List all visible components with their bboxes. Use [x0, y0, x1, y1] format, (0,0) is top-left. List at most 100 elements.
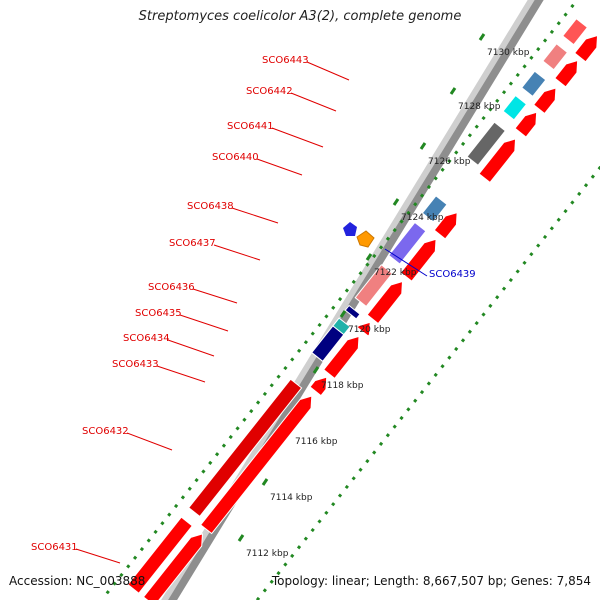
cog-bar[interactable]	[521, 70, 547, 98]
cog-bar[interactable]	[332, 317, 351, 336]
gene-arrow[interactable]	[554, 59, 579, 88]
gene-arrow[interactable]	[573, 34, 599, 63]
gene-arrow[interactable]	[356, 321, 371, 337]
outer-ruler-dot	[570, 200, 575, 205]
inner-ruler-dot	[413, 202, 418, 207]
gene-label[interactable]: SCO6437	[169, 238, 216, 249]
inner-ruler-dot	[187, 486, 192, 491]
inner-ruler-dot	[242, 417, 247, 422]
gene-arrow[interactable]	[478, 138, 517, 184]
ruler-major-tick	[365, 253, 373, 261]
outer-ruler-dot	[542, 234, 548, 240]
inner-ruler-dot	[331, 305, 336, 310]
ruler-label: 7118 kbp	[321, 381, 364, 391]
gene-label-leader	[192, 288, 238, 304]
ruler-major-tick	[449, 87, 457, 95]
cog-bar[interactable]	[502, 94, 528, 121]
inner-ruler-dot	[563, 12, 568, 17]
gene-arrow[interactable]	[514, 111, 538, 138]
outer-ruler-dot	[419, 390, 425, 395]
cog-bar[interactable]	[188, 378, 303, 518]
outer-ruler-dot	[317, 519, 322, 524]
ruler-label: 7114 kbp	[270, 493, 313, 503]
inner-ruler-dot	[467, 133, 473, 138]
gene-label[interactable]: SCO6433	[112, 359, 159, 370]
gene-label[interactable]: SCO6443	[262, 55, 309, 66]
gene-label[interactable]: SCO6432	[82, 426, 129, 437]
outer-ruler-dot	[310, 527, 315, 533]
gene-arrow[interactable]	[142, 533, 203, 600]
cog-bar[interactable]	[466, 121, 507, 167]
inner-ruler-dot	[365, 262, 370, 267]
gene-label-leader	[271, 127, 324, 148]
gene-arrow[interactable]	[433, 211, 458, 240]
gene-arrow[interactable]	[532, 87, 557, 115]
cog-bar-reverse[interactable]	[356, 230, 375, 248]
outer-ruler-dot	[447, 355, 452, 360]
inner-ruler-dot	[392, 228, 397, 233]
cog-bar[interactable]	[542, 43, 569, 71]
gene-arrow[interactable]	[309, 376, 328, 397]
outer-ruler-dot	[269, 579, 274, 584]
gene-label[interactable]: SCO6440	[212, 152, 259, 163]
gene-arrow[interactable]	[199, 395, 313, 535]
inner-ruler-dot	[385, 236, 391, 241]
inner-ruler-dot	[481, 115, 486, 121]
inner-ruler-dot	[146, 538, 151, 543]
gene-label[interactable]: SCO6436	[148, 282, 195, 293]
gene-label[interactable]: SCO6438	[187, 201, 234, 212]
inner-ruler-dot	[173, 503, 179, 509]
outer-ruler-dot	[290, 553, 295, 559]
inner-ruler-dot	[474, 124, 479, 129]
inner-ruler-dot	[426, 184, 432, 190]
outer-ruler-dot	[365, 458, 370, 464]
cog-bar[interactable]	[354, 264, 393, 308]
gene-label[interactable]: SCO6439	[429, 269, 476, 280]
ruler-label: 7112 kbp	[246, 549, 289, 559]
outer-ruler-dot	[262, 588, 267, 593]
inner-ruler-dot	[556, 21, 561, 26]
inner-ruler-dot	[317, 322, 322, 328]
gene-label-leader	[231, 207, 279, 224]
ruler-label: 7130 kbp	[487, 48, 530, 58]
accession-text: Accession: NC_003888	[9, 574, 146, 588]
ruler-label: 7122 kbp	[374, 268, 417, 278]
ruler-major-tick	[478, 33, 486, 41]
cog-bar[interactable]	[421, 195, 448, 223]
inner-ruler-dot	[488, 107, 493, 112]
gene-arrow[interactable]	[400, 238, 437, 282]
gene-arrow-reverse[interactable]	[343, 222, 357, 236]
cog-bar[interactable]	[562, 17, 589, 46]
outer-ruler-dot	[276, 571, 281, 576]
inner-ruler-dot	[126, 564, 131, 569]
outer-ruler-dot	[467, 329, 472, 334]
gene-label-leader	[179, 314, 229, 332]
inner-ruler-dot	[344, 288, 350, 293]
inner-ruler-dot	[522, 64, 527, 69]
gene-label[interactable]: SCO6435	[135, 308, 182, 319]
outer-ruler-dot	[515, 269, 520, 274]
gene-label[interactable]: SCO6431	[31, 542, 78, 553]
outer-ruler-dot	[460, 338, 466, 343]
inner-ruler-dot	[160, 521, 165, 526]
cog-bar[interactable]	[344, 304, 361, 320]
gene-arrow[interactable]	[366, 280, 404, 325]
outer-ruler-dot	[563, 208, 568, 214]
outer-ruler-dot	[440, 364, 445, 369]
gene-label-leader	[384, 248, 428, 277]
outer-ruler-dot	[583, 183, 589, 188]
gene-tracks	[127, 17, 599, 600]
cog-bar[interactable]	[388, 221, 427, 265]
outer-ruler-dot	[385, 433, 390, 438]
gene-label[interactable]: SCO6434	[123, 333, 170, 344]
inner-ruler-dot	[399, 219, 404, 224]
gene-label[interactable]: SCO6442	[246, 86, 293, 97]
inner-ruler-dot	[105, 590, 110, 595]
inner-ruler-dot	[549, 29, 555, 34]
inner-ruler-dot	[112, 581, 117, 586]
gene-arrow[interactable]	[322, 335, 360, 380]
gene-label[interactable]: SCO6441	[227, 121, 274, 132]
cog-bar[interactable]	[127, 516, 193, 594]
ruler-label: 7116 kbp	[295, 437, 338, 447]
